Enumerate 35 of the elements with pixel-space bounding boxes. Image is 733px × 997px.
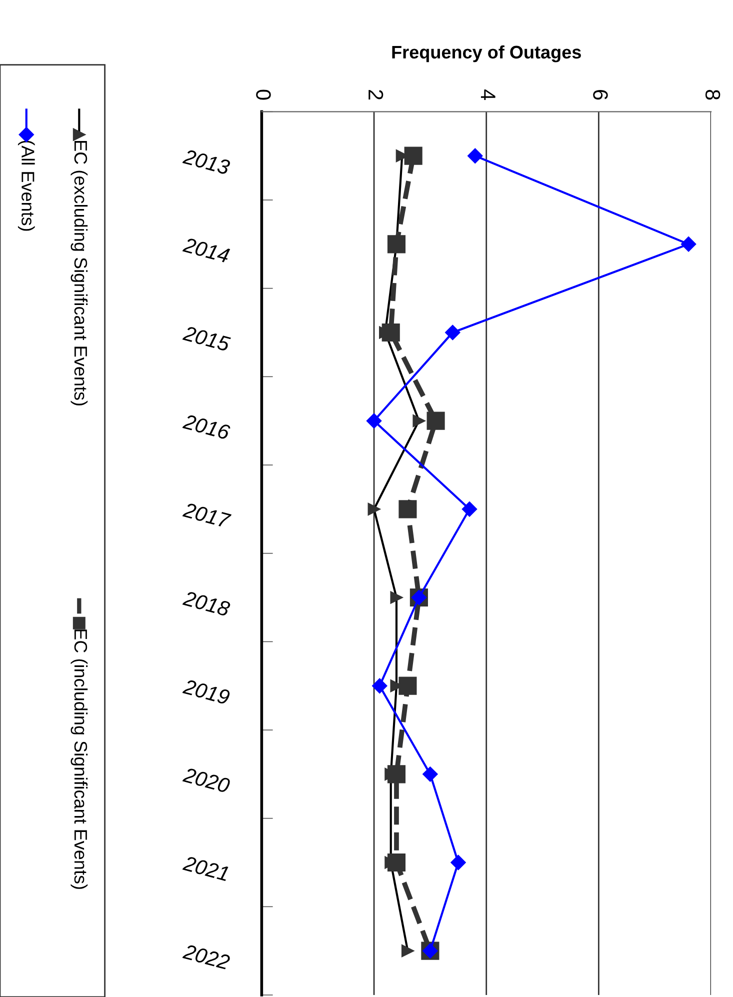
point [372,678,388,694]
legend-label: (All Events) [18,140,35,231]
x-tick-label: 2 [368,90,384,100]
point [398,500,417,518]
y-tick-label: 2015 [182,325,232,352]
point [462,502,478,517]
point [366,413,382,428]
point [445,324,460,340]
point [387,853,406,872]
point [382,323,400,342]
x-tick-label: 4 [480,89,496,100]
y-tick-label: 2019 [182,678,231,705]
y-tick-label: 2013 [182,148,231,176]
point [468,148,483,164]
point [426,412,445,430]
point [404,146,422,165]
point [680,236,696,252]
y-tick-label: 2016 [182,414,231,440]
y-tick-label: 2017 [182,502,232,529]
y-tick-label: 2018 [182,590,231,617]
legend-label: EC (excluding Significant Events) [70,141,88,406]
point [387,765,406,784]
x-tick-label: 8 [705,90,720,100]
point [450,854,466,870]
x-axis-title: Frequency of Outages [392,45,581,62]
y-tick-label: 2014 [182,237,230,264]
point [387,235,406,254]
point [398,676,417,695]
y-tick-label: 2020 [182,767,231,794]
x-tick-label: 6 [593,90,608,100]
x-tick-label: 0 [256,90,271,100]
point [422,766,438,782]
y-tick-label: 2021 [182,855,230,882]
legend-label: EC (including Significant Events) [70,630,88,889]
y-tick-label: 2022 [182,944,231,970]
